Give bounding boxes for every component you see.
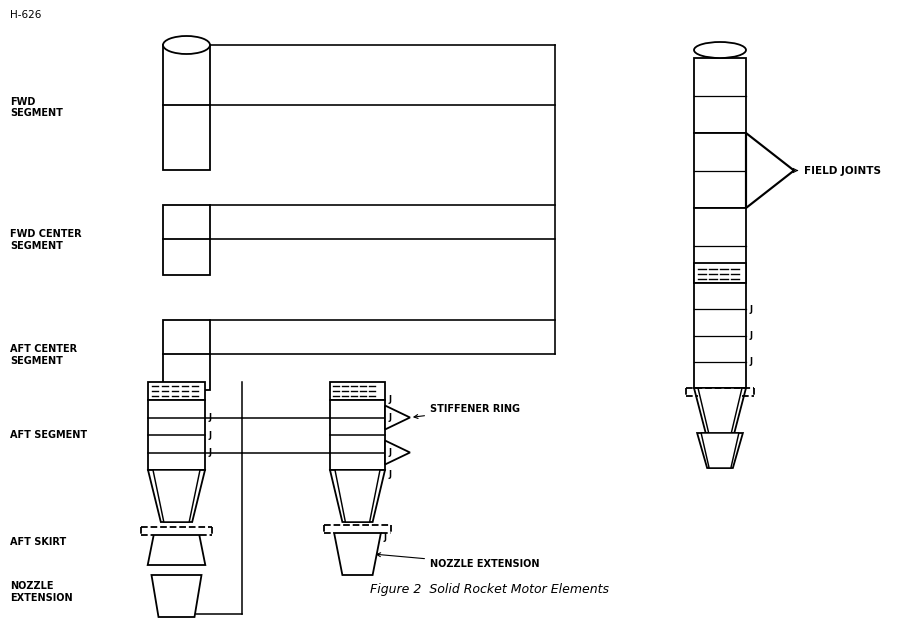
Polygon shape bbox=[385, 406, 410, 429]
Polygon shape bbox=[694, 388, 746, 433]
Text: J: J bbox=[208, 413, 211, 422]
Polygon shape bbox=[335, 470, 380, 522]
Polygon shape bbox=[148, 400, 205, 470]
Polygon shape bbox=[334, 533, 381, 575]
Text: J: J bbox=[749, 305, 752, 314]
Text: J: J bbox=[388, 470, 391, 479]
Text: J: J bbox=[749, 357, 752, 366]
Polygon shape bbox=[694, 58, 746, 133]
Polygon shape bbox=[694, 283, 746, 388]
Text: FIELD JOINTS: FIELD JOINTS bbox=[793, 166, 881, 176]
Polygon shape bbox=[148, 382, 205, 400]
Text: FWD
SEGMENT: FWD SEGMENT bbox=[10, 97, 63, 118]
Polygon shape bbox=[698, 388, 742, 433]
Polygon shape bbox=[694, 263, 746, 283]
Polygon shape bbox=[701, 433, 739, 468]
Text: NOZZLE EXTENSION: NOZZLE EXTENSION bbox=[376, 552, 539, 569]
Polygon shape bbox=[385, 441, 410, 464]
Text: J: J bbox=[388, 396, 391, 404]
Text: J: J bbox=[384, 533, 387, 542]
Ellipse shape bbox=[163, 36, 210, 54]
Polygon shape bbox=[148, 535, 205, 565]
Text: J: J bbox=[388, 448, 391, 457]
Polygon shape bbox=[330, 400, 385, 470]
Polygon shape bbox=[148, 470, 205, 522]
Text: STIFFENER RING: STIFFENER RING bbox=[414, 404, 520, 419]
Polygon shape bbox=[163, 205, 210, 275]
Text: Figure 2  Solid Rocket Motor Elements: Figure 2 Solid Rocket Motor Elements bbox=[371, 584, 609, 596]
Text: J: J bbox=[208, 448, 211, 457]
Polygon shape bbox=[163, 320, 210, 390]
Text: AFT SKIRT: AFT SKIRT bbox=[10, 537, 67, 547]
Polygon shape bbox=[697, 433, 742, 468]
Text: AFT SEGMENT: AFT SEGMENT bbox=[10, 430, 87, 440]
Text: AFT CENTER
SEGMENT: AFT CENTER SEGMENT bbox=[10, 344, 77, 366]
Text: J: J bbox=[749, 331, 752, 340]
Polygon shape bbox=[694, 208, 746, 283]
Polygon shape bbox=[153, 470, 200, 522]
Text: J: J bbox=[388, 413, 391, 422]
Text: NOZZLE
EXTENSION: NOZZLE EXTENSION bbox=[10, 581, 73, 602]
Text: J: J bbox=[208, 431, 211, 439]
Polygon shape bbox=[151, 575, 201, 617]
Polygon shape bbox=[330, 470, 385, 522]
Polygon shape bbox=[694, 133, 746, 208]
Polygon shape bbox=[330, 382, 385, 400]
Polygon shape bbox=[163, 45, 210, 170]
Polygon shape bbox=[746, 133, 794, 208]
Ellipse shape bbox=[694, 42, 746, 58]
Text: H-626: H-626 bbox=[10, 10, 41, 20]
Text: FWD CENTER
SEGMENT: FWD CENTER SEGMENT bbox=[10, 229, 82, 251]
